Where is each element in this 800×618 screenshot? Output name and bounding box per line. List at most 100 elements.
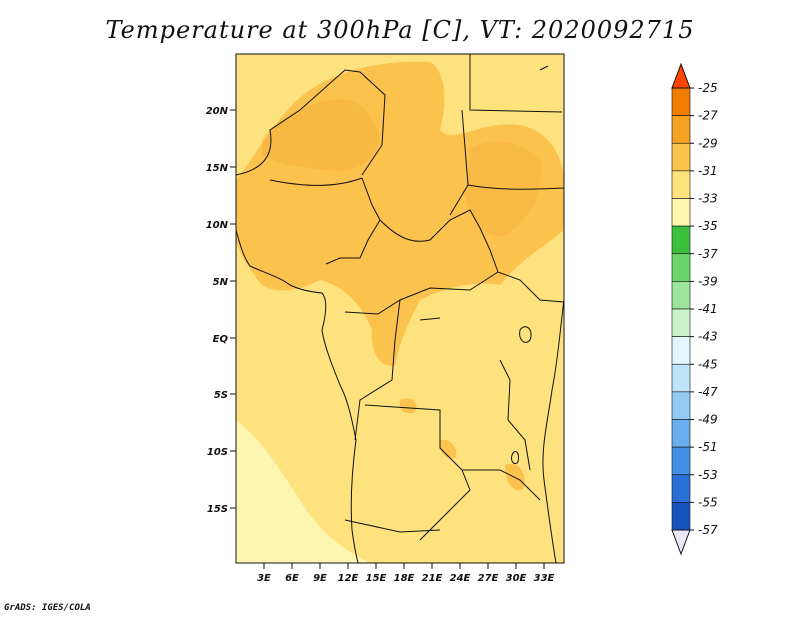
lon-tick: 30E bbox=[506, 563, 527, 584]
map-title: Temperature at 300hPa [C], VT: 202009271… bbox=[105, 16, 695, 44]
colorbar-box bbox=[671, 170, 691, 199]
field-patch-5 bbox=[439, 439, 457, 459]
colorbar-label: -27 bbox=[698, 109, 718, 123]
colorbar-label: -49 bbox=[698, 413, 718, 427]
colorbar-label: -47 bbox=[698, 385, 718, 399]
lon-tick: 6E bbox=[285, 563, 299, 584]
border-libya-egypt bbox=[469, 54, 563, 113]
border-nigeria-cameroon bbox=[325, 177, 381, 265]
colorbar-box bbox=[671, 308, 691, 337]
border-lakes bbox=[499, 359, 531, 471]
colorbar-box bbox=[671, 225, 691, 255]
colorbar-bottom-triangle bbox=[671, 529, 691, 556]
coastline-east bbox=[542, 299, 564, 563]
lon-tick-label: 33E bbox=[534, 573, 555, 584]
lat-tick-label: 5N bbox=[213, 277, 229, 288]
lat-tick: 15S bbox=[207, 504, 236, 515]
colorbar-box bbox=[671, 502, 691, 531]
colorbar-label: -25 bbox=[698, 81, 718, 95]
colorbar-label: -45 bbox=[698, 357, 718, 371]
colorbar-box bbox=[671, 336, 691, 365]
colorbar-label: -37 bbox=[698, 247, 718, 261]
colorbar-label: -35 bbox=[698, 219, 718, 233]
lat-tick: 5S bbox=[214, 390, 236, 401]
longitude-axis: 3E 6E 9E 12E 15E 18E 21E 24E 27E 30E 33E bbox=[257, 563, 555, 584]
colorbar-box bbox=[671, 446, 691, 476]
coast-mark-ne bbox=[539, 65, 549, 71]
lon-tick-label: 15E bbox=[366, 573, 387, 584]
lat-tick-label: 10S bbox=[207, 447, 228, 458]
colorbar-label: -55 bbox=[698, 495, 718, 509]
lon-tick: 12E bbox=[338, 563, 359, 584]
border-sudan-south bbox=[467, 184, 564, 190]
colorbar-label: -41 bbox=[698, 302, 718, 316]
colorbar-label: -33 bbox=[698, 192, 718, 206]
lat-tick-label: 15N bbox=[206, 163, 229, 174]
lon-tick: 21E bbox=[422, 563, 443, 584]
colorbar-box bbox=[671, 253, 691, 282]
lon-tick-label: 12E bbox=[338, 573, 359, 584]
colorbar-label: -53 bbox=[698, 468, 718, 482]
lon-tick-label: 18E bbox=[394, 573, 415, 584]
colorbar-box bbox=[671, 142, 691, 172]
latitude-axis: 20N 15N 10N 5N EQ 5S 10S 15S bbox=[206, 106, 236, 515]
colorbar-label: -51 bbox=[698, 440, 718, 454]
colorbar-box bbox=[671, 363, 691, 393]
lat-tick: 10N bbox=[206, 220, 236, 231]
lat-tick: 20N bbox=[206, 106, 236, 117]
colorbar-label: -39 bbox=[698, 274, 718, 288]
colorbar-box bbox=[671, 419, 691, 448]
lat-tick: EQ bbox=[213, 334, 236, 345]
border-zambia bbox=[462, 469, 541, 501]
lat-tick-label: 15S bbox=[207, 504, 228, 515]
lon-tick-label: 3E bbox=[257, 573, 271, 584]
temperature-field bbox=[236, 54, 564, 563]
field-cool-sw bbox=[236, 420, 370, 563]
lon-tick: 15E bbox=[366, 563, 387, 584]
river-mark-1 bbox=[419, 317, 441, 321]
colorbar: -25 -27 -29 -31 -33 -35 -37 -39 -41 -43 -45 -47 -49 -… bbox=[671, 62, 718, 556]
lon-tick-label: 27E bbox=[478, 573, 499, 584]
border-namibia bbox=[344, 519, 441, 533]
lon-tick-label: 24E bbox=[450, 573, 471, 584]
lon-tick: 27E bbox=[478, 563, 499, 584]
field-patch-1 bbox=[262, 99, 380, 172]
border-car-north bbox=[379, 209, 499, 273]
lat-tick: 10S bbox=[207, 447, 236, 458]
colorbar-top-triangle bbox=[671, 62, 691, 89]
colorbar-boxes bbox=[671, 87, 691, 531]
lon-tick: 24E bbox=[450, 563, 471, 584]
colorbar-box bbox=[671, 87, 691, 116]
grads-credit: GrADS: IGES/COLA bbox=[4, 603, 91, 613]
colorbar-box bbox=[671, 281, 691, 310]
coast-and-borders bbox=[236, 54, 564, 563]
colorbar-label: -57 bbox=[698, 523, 718, 537]
map-frame bbox=[235, 53, 565, 564]
colorbar-box bbox=[671, 474, 691, 503]
lake-victoria bbox=[519, 326, 532, 343]
border-mali-niger bbox=[236, 69, 386, 176]
lat-tick-label: 5S bbox=[214, 390, 228, 401]
coastline-west bbox=[236, 229, 359, 563]
lake-small bbox=[511, 451, 519, 465]
lat-tick-label: 20N bbox=[206, 106, 229, 117]
colorbar-label: -43 bbox=[698, 330, 718, 344]
border-nigeria-north bbox=[269, 177, 363, 186]
border-drc-north bbox=[344, 271, 564, 315]
lon-tick-label: 6E bbox=[285, 573, 299, 584]
lon-tick-label: 30E bbox=[506, 573, 527, 584]
colorbar-label: -29 bbox=[698, 136, 718, 150]
lat-tick-label: 10N bbox=[206, 220, 229, 231]
lon-tick: 3E bbox=[257, 563, 271, 584]
lon-tick: 18E bbox=[394, 563, 415, 584]
lat-tick-label: EQ bbox=[213, 334, 229, 345]
colorbar-label: -31 bbox=[698, 164, 718, 178]
lon-tick-label: 21E bbox=[422, 573, 443, 584]
lon-tick: 33E bbox=[534, 563, 555, 584]
border-congo-drc bbox=[354, 299, 401, 441]
lat-tick: 15N bbox=[206, 163, 236, 174]
colorbar-box bbox=[671, 198, 691, 227]
field-patch-3 bbox=[399, 398, 417, 414]
lat-tick: 5N bbox=[213, 277, 236, 288]
